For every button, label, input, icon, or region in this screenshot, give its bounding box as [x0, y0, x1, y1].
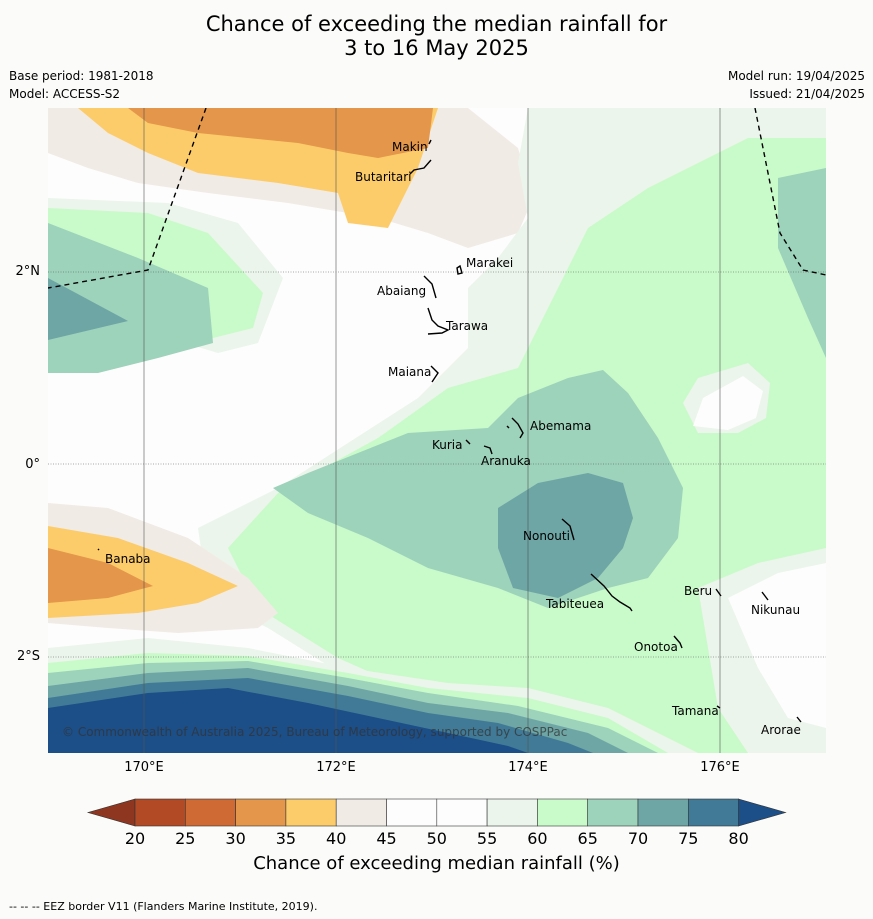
label-beru: Beru [684, 584, 712, 598]
label-nonouti: Nonouti [523, 529, 570, 543]
colorbar-swatch [486, 798, 538, 827]
region-30-35-north [128, 108, 433, 158]
colorbar-tick-label: 65 [578, 829, 598, 848]
colorbar-swatch [637, 798, 689, 827]
island-marakei [456, 264, 463, 275]
region-70-75-central [498, 473, 633, 598]
copyright-text: © Commonwealth of Australia 2025, Bureau… [62, 725, 567, 739]
colorbar-swatch [436, 798, 488, 827]
footer-note: -- -- -- EEZ border V11 (Flanders Marine… [9, 900, 318, 913]
islands [97, 139, 802, 723]
region-30-35-southwest [48, 548, 153, 603]
colorbar-swatch [235, 798, 287, 827]
island-banaba [97, 548, 100, 551]
lat-tick-2s: 2°S [16, 649, 40, 664]
label-tabiteuea: Tabiteuea [545, 597, 604, 611]
colorbar-swatch [587, 798, 639, 827]
colorbar-tick-label: 20 [125, 829, 145, 848]
model-run: Model run: 19/04/2025 [727, 69, 865, 83]
model-name: Model: ACCESS-S2 [9, 87, 121, 101]
colorbar-tick-label: 50 [427, 829, 447, 848]
eez-border [48, 108, 826, 289]
label-banaba: Banaba [105, 552, 151, 566]
island-makin [428, 139, 432, 145]
island-aranuka [483, 445, 493, 455]
region-80-plus-south [48, 688, 528, 753]
title-line-1: Chance of exceeding the median rainfall … [205, 12, 668, 36]
region-65-70-east [778, 168, 826, 358]
lon-tick-172: 172°E [316, 760, 356, 775]
label-maiana: Maiana [388, 365, 431, 379]
label-nikunau: Nikunau [751, 603, 800, 617]
base-period: Base period: 1981-2018 [9, 69, 154, 83]
island-onotoa [673, 635, 683, 649]
lon-tick-176: 176°E [700, 760, 740, 775]
region-70-75-west [48, 278, 128, 340]
label-aranuka: Aranuka [481, 454, 531, 468]
issued-date: Issued: 21/04/2025 [749, 87, 865, 101]
island-maiana [430, 365, 439, 383]
colorbar-under-arrow [86, 798, 136, 827]
colorbar-swatch [285, 798, 337, 827]
colorbar-swatch [687, 798, 739, 827]
lat-tick-0: 0° [25, 457, 40, 472]
colorbar-tick-label: 35 [276, 829, 296, 848]
title-line-2: 3 to 16 May 2025 [344, 36, 529, 60]
region-65-70-west [48, 223, 213, 373]
island-kuria [465, 439, 471, 445]
island-tabiteuea [590, 573, 633, 612]
island-abaiang [423, 275, 437, 299]
meta-left: Base period: 1981-2018 Model: ACCESS-S2 [9, 67, 154, 103]
colorbar: 20 25 30 35 40 45 50 55 60 65 70 75 80 [86, 798, 787, 848]
island-beru [715, 588, 722, 597]
map-title: Chance of exceeding the median rainfall … [0, 12, 873, 60]
island-tarawa [427, 307, 450, 335]
label-marakei: Marakei [466, 256, 513, 270]
colorbar-tick-label: 60 [527, 829, 547, 848]
label-tarawa: Tarawa [445, 319, 488, 333]
colorbar-tick-label: 55 [477, 829, 497, 848]
label-butaritari: Butaritari [355, 170, 412, 184]
region-50-55-southeast [693, 376, 763, 430]
colorbar-tick-label: 70 [628, 829, 648, 848]
graticule [48, 108, 826, 753]
label-kuria: Kuria [432, 438, 463, 452]
island-nonouti [561, 518, 575, 541]
lat-tick-2n: 2°N [15, 264, 41, 279]
colorbar-tick-label: 75 [678, 829, 698, 848]
colorbar-tick-label: 30 [225, 829, 245, 848]
colorbar-tick-label: 45 [376, 829, 396, 848]
lon-tick-170: 170°E [124, 760, 164, 775]
colorbar-swatch [537, 798, 588, 827]
colorbar-swatch [134, 798, 186, 827]
colorbar-over-arrow [738, 798, 787, 827]
colorbar-tick-label: 25 [175, 829, 195, 848]
colorbar-swatch [185, 798, 236, 827]
label-abemama: Abemama [530, 419, 591, 433]
label-tamana: Tamana [671, 704, 719, 718]
label-makin: Makin [392, 140, 428, 154]
label-abaiang: Abaiang [377, 284, 426, 298]
island-nikunau [761, 591, 769, 601]
island-tamana [716, 705, 721, 709]
colorbar-tick-label: 40 [326, 829, 346, 848]
label-onotoa: Onotoa [634, 640, 678, 654]
colorbar-swatch [386, 798, 438, 827]
colorbar-tick-label: 80 [728, 829, 748, 848]
region-50-southeast [728, 563, 826, 728]
colorbar-label: Chance of exceeding median rainfall (%) [253, 853, 620, 874]
map-panel: Makin Butaritari Marakei Abaiang Tarawa … [48, 108, 826, 753]
lon-tick-174: 174°E [508, 760, 548, 775]
island-butaritari [409, 159, 432, 175]
colorbar-swatch [335, 798, 387, 827]
island-abemama [511, 417, 524, 439]
island-arorae [796, 716, 802, 723]
label-arorae: Arorae [761, 723, 801, 737]
meta-right: Model run: 19/04/2025 Issued: 21/04/2025 [728, 67, 865, 103]
island-abemama-2 [506, 425, 510, 429]
